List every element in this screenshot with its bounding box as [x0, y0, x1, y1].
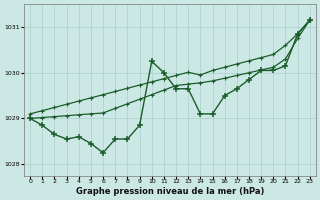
X-axis label: Graphe pression niveau de la mer (hPa): Graphe pression niveau de la mer (hPa)	[76, 187, 264, 196]
